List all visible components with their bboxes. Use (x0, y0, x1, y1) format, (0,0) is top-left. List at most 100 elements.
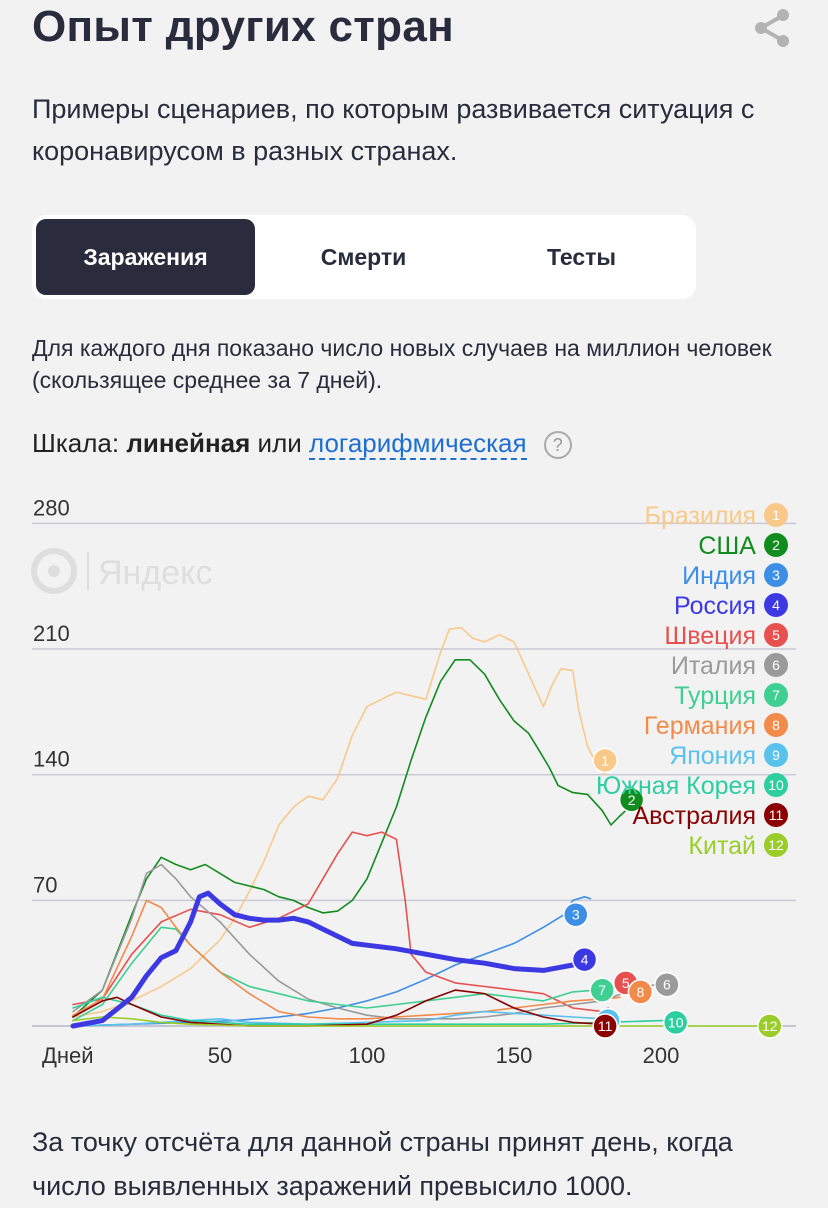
legend-badge-number: 2 (772, 537, 780, 553)
legend-badge (764, 743, 788, 767)
legend-label: Россия (674, 592, 756, 620)
legend-item-2: США 2 (698, 532, 788, 560)
legend-badge (764, 593, 788, 617)
page-title: Опыт других стран (32, 2, 454, 51)
end-marker-label: 8 (637, 984, 645, 1000)
legend-badge-number: 1 (772, 507, 780, 523)
legend-item-1: Бразилия 1 (645, 502, 788, 530)
legend-item-3: Индия 3 (682, 562, 788, 590)
end-marker-2: 2 (618, 787, 645, 813)
end-marker-3: 3 (562, 901, 589, 928)
end-marker-7: 7 (589, 977, 615, 1003)
legend-label: Япония (669, 742, 756, 770)
end-marker-label: 5 (622, 975, 630, 991)
help-icon[interactable]: ? (543, 431, 572, 460)
end-marker-label: 6 (663, 977, 671, 993)
legend-item-5: Швеция 5 (664, 622, 788, 650)
legend-badge (764, 503, 788, 527)
legend-badge-number: 10 (768, 777, 784, 793)
legend-badge-number: 6 (772, 657, 780, 673)
legend-item-9: Япония 9 (669, 742, 788, 770)
end-marker-label: 1 (601, 752, 609, 768)
tab-infections[interactable]: Заражения (36, 219, 255, 295)
legend-label: Южная Корея (596, 772, 756, 800)
legend-label: США (698, 532, 756, 560)
legend-badge (764, 833, 788, 857)
legend-item-7: Турция 7 (674, 682, 788, 710)
series-line-5 (72, 831, 609, 1013)
legend-label: Индия (682, 562, 756, 590)
scale-switch: Шкала: линейная или логарифмическая ? (32, 428, 572, 460)
y-tick-label: 140 (33, 747, 70, 772)
x-tick-label: 150 (496, 1043, 533, 1068)
x-tick-label: 50 (208, 1043, 232, 1068)
end-marker-label: 11 (598, 1018, 613, 1034)
legend-item-11: Австралия 11 (632, 802, 788, 830)
legend-badge-number: 3 (772, 567, 780, 583)
x-tick-label: 100 (349, 1043, 386, 1068)
end-marker-label: 7 (598, 982, 606, 998)
legend-badge (764, 683, 788, 707)
scale-or: или (257, 428, 302, 458)
legend-label: Бразилия (645, 502, 756, 530)
legend-item-10: Южная Корея 10 (596, 772, 788, 800)
yandex-watermark: Яндекс (31, 548, 212, 594)
legend-badge (764, 623, 788, 647)
legend-label: Швеция (664, 622, 756, 650)
legend-label: Австралия (632, 802, 756, 830)
legend-badge-number: 8 (772, 717, 780, 733)
legend-badge-number: 11 (769, 807, 784, 823)
tab-tests[interactable]: Тесты (546, 243, 617, 270)
legend-item-4: Россия 4 (674, 592, 788, 620)
end-marker-1: 1 (592, 747, 618, 774)
legend-label: Италия (671, 652, 756, 680)
end-marker-6: 6 (654, 971, 680, 998)
tab-deaths[interactable]: Смерти (320, 243, 407, 270)
legend-badge-number: 4 (772, 597, 780, 613)
series-line-7 (72, 926, 603, 1022)
series-line-10 (72, 996, 680, 1025)
x-axis-title: Дней (42, 1043, 94, 1068)
legend-item-12: Китай 12 (688, 832, 788, 860)
footer-note: За точку отсчёта для данной страны приня… (32, 1127, 733, 1201)
legend-badge (764, 653, 788, 677)
legend-label: Германия (644, 712, 756, 740)
tab-bar: Заражения Смерти Тесты (32, 215, 696, 299)
scale-log-option[interactable]: логарифмическая (309, 428, 527, 460)
y-tick-label: 70 (33, 872, 57, 897)
series-line-8 (72, 899, 621, 1020)
legend-badge (764, 713, 788, 737)
end-marker-label: 2 (628, 792, 636, 808)
legend-label: Китай (688, 832, 756, 860)
legend-badge-number: 7 (772, 687, 780, 703)
end-marker-label: 4 (581, 952, 589, 968)
page-subtitle: Примеры сценариев, по которым развиваетс… (32, 94, 755, 166)
legend-badge-number: 9 (772, 747, 780, 763)
end-marker-10: 10 (662, 1009, 689, 1036)
legend-badge (764, 803, 788, 827)
legend-badge-number: 5 (772, 627, 780, 643)
y-tick-label: 280 (33, 495, 70, 520)
legend-badge (764, 563, 788, 587)
legend-label: Турция (674, 682, 756, 710)
series-line-2 (72, 659, 639, 1018)
legend-item-6: Италия 6 (671, 652, 788, 680)
series-line-4 (70, 890, 588, 1029)
legend-item-8: Германия 8 (644, 712, 788, 740)
series-line-12 (72, 1016, 780, 1027)
legend-badge-number: 12 (768, 837, 784, 853)
end-marker-label: 10 (668, 1014, 684, 1030)
chart-description: Для каждого дня показано число новых слу… (32, 335, 772, 393)
end-marker-label: 3 (572, 907, 580, 923)
share-icon[interactable] (752, 8, 792, 48)
end-marker-8: 8 (627, 979, 654, 1005)
scale-prefix: Шкала: (32, 428, 120, 458)
end-marker-11: 11 (592, 1013, 618, 1039)
scale-linear-option[interactable]: линейная (126, 428, 251, 458)
legend-badge (764, 773, 788, 797)
series-line-6 (72, 863, 656, 1020)
end-marker-4: 4 (571, 946, 598, 973)
legend-badge (764, 533, 788, 557)
